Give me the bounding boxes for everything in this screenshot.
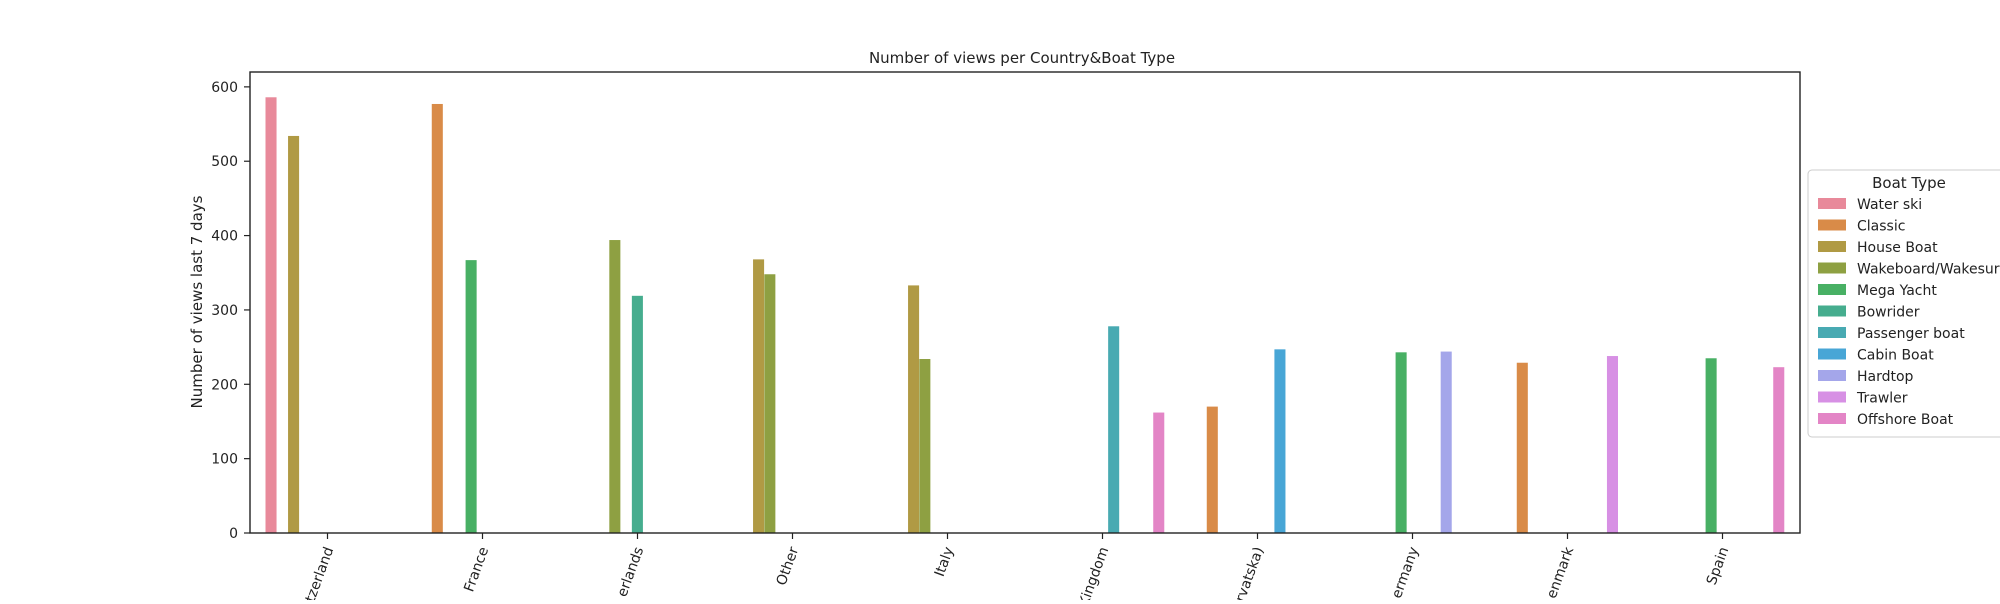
legend-swatch	[1818, 219, 1846, 231]
legend-label: Cabin Boat	[1857, 348, 1934, 364]
legend: Boat Type Water ski Classic House Boat Wakeb…	[1807, 169, 2000, 438]
y-tick-label: 300	[211, 303, 238, 319]
x-tick-label: ermany	[1389, 545, 1422, 600]
legend-swatch	[1818, 198, 1846, 209]
y-tick-label: 500	[211, 154, 238, 170]
x-tick-label: Italy	[932, 545, 957, 579]
y-tick-label: 200	[211, 377, 238, 393]
x-tick-label: enmark	[1544, 544, 1578, 600]
legend-label: Hardtop	[1857, 369, 1914, 385]
y-axis-label: Number of views last 7 days	[188, 195, 206, 408]
x-tick-label: Other	[774, 545, 803, 588]
bar	[1516, 362, 1528, 533]
bar	[764, 274, 776, 533]
x-tick-label: France	[461, 545, 492, 594]
legend-swatch	[1818, 284, 1846, 295]
y-tick-label: 400	[211, 229, 238, 245]
y-tick-label: 100	[211, 452, 238, 468]
legend-swatch	[1818, 241, 1846, 252]
legend-box	[1807, 169, 2000, 438]
legend-swatch	[1818, 370, 1846, 381]
y-tick-label: 600	[211, 80, 238, 96]
legend-swatch	[1818, 391, 1846, 403]
bar	[609, 240, 621, 534]
x-tick-label: Kingdom	[1076, 545, 1112, 600]
bar	[753, 259, 765, 533]
chart-title: Number of views per Country&Boat Type	[869, 49, 1175, 67]
x-tick-label: erlands	[614, 545, 647, 599]
bar	[431, 103, 443, 533]
legend-swatch	[1818, 413, 1846, 424]
bar	[1773, 367, 1785, 533]
legend-label: Trawler	[1856, 391, 1908, 407]
legend-swatch	[1818, 305, 1846, 317]
bar	[288, 135, 300, 533]
plot-frame	[249, 71, 1801, 534]
bar	[1705, 358, 1717, 533]
x-axis: tzerland France erlands Other Italy Kingdom rv…	[303, 533, 1732, 604]
bar	[1206, 406, 1218, 533]
bar	[631, 295, 643, 533]
x-tick-label: rvatska)	[1233, 545, 1268, 600]
legend-label: House Boat	[1857, 240, 1938, 256]
legend-label: Passenger boat	[1857, 326, 1965, 342]
legend-label: Offshore Boat	[1857, 412, 1954, 428]
bar	[465, 260, 477, 533]
legend-label: Bowrider	[1857, 305, 1920, 321]
bar	[1606, 356, 1618, 533]
bar	[1440, 351, 1452, 533]
legend-label: Wakeboard/Wakesurf	[1857, 262, 2000, 278]
legend-swatch	[1818, 327, 1846, 338]
legend-swatch	[1818, 348, 1846, 360]
bar	[1108, 326, 1120, 533]
bar	[908, 285, 920, 533]
bars	[265, 97, 1785, 534]
legend-label: Water ski	[1857, 197, 1922, 213]
legend-label: Mega Yacht	[1857, 283, 1937, 299]
y-axis: 0 100 200 300 400 500 600	[211, 80, 250, 542]
legend-title: Boat Type	[1872, 174, 1946, 192]
legend-label: Classic	[1857, 219, 1905, 235]
x-tick-label: Spain	[1704, 545, 1732, 587]
legend-swatch	[1818, 262, 1846, 274]
bar	[1274, 349, 1286, 533]
x-tick-label: tzerland	[303, 545, 338, 600]
bar	[1153, 412, 1165, 533]
y-tick-label: 0	[229, 526, 238, 542]
bar	[265, 97, 277, 533]
bar	[919, 359, 931, 533]
bar	[1395, 352, 1407, 533]
